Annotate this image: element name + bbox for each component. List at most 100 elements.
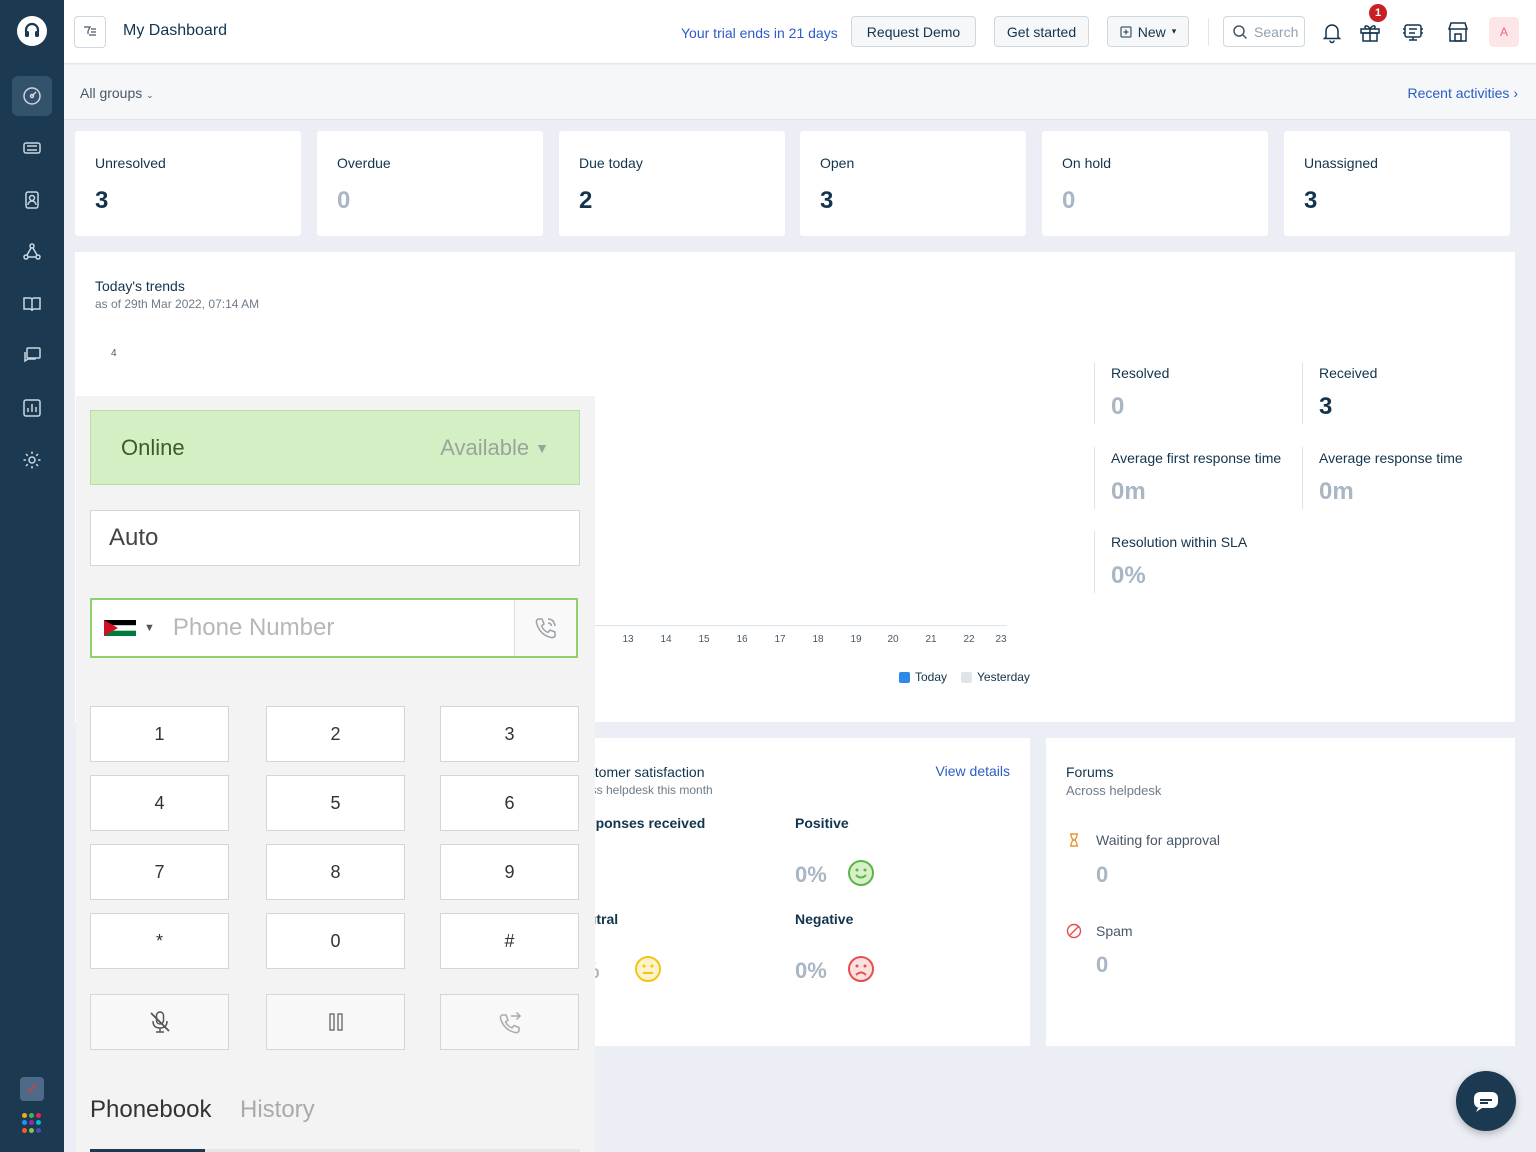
metric-label: Resolution within SLA	[1111, 534, 1248, 550]
call-button[interactable]	[514, 600, 576, 656]
mute-button[interactable]	[90, 994, 229, 1050]
dialpad-key-9[interactable]: 9	[440, 844, 579, 900]
dialpad-key-8[interactable]: 8	[266, 844, 405, 900]
caller-id-select[interactable]: Auto	[90, 510, 580, 566]
metric-resolved: Resolved 0	[1094, 362, 1169, 424]
chat-bubble-icon	[1474, 1092, 1498, 1112]
legend-today[interactable]: Today	[899, 670, 947, 684]
dialpad-key-3[interactable]: 3	[440, 706, 579, 762]
x-axis-tick: 20	[887, 634, 899, 645]
stat-label: Unresolved	[95, 155, 166, 171]
sidebar-item-dashboard[interactable]	[12, 76, 52, 116]
chat-widget-button[interactable]	[1456, 1071, 1516, 1131]
chat-bubbles-icon	[24, 347, 41, 363]
microphone-off-icon	[149, 1011, 170, 1033]
phone-number-field[interactable]: ▼ Phone Number	[90, 598, 578, 658]
sidebar-item-forums[interactable]	[12, 336, 52, 376]
sidebar-item-groups[interactable]	[12, 232, 52, 272]
dialpad-key-5[interactable]: 5	[266, 775, 405, 831]
tab-phonebook[interactable]: Phonebook	[90, 1096, 212, 1123]
chevron-right-icon: ›	[1513, 85, 1518, 101]
x-axis-tick: 23	[995, 634, 1007, 645]
satisfaction-title: ustomer satisfaction	[580, 764, 705, 780]
bar-chart-icon	[23, 399, 41, 417]
help-widget-button[interactable]	[1399, 18, 1427, 46]
marketplace-button[interactable]	[1444, 18, 1472, 46]
sidebar-item-contacts[interactable]	[12, 180, 52, 220]
x-axis-line	[595, 625, 1007, 626]
dialpad-key-hash[interactable]: #	[440, 913, 579, 969]
sidebar-item-knowledge-base[interactable]	[12, 284, 52, 324]
sidebar	[0, 0, 64, 1152]
avatar[interactable]: A	[1489, 17, 1519, 47]
responses-received-label: esponses received	[580, 815, 706, 831]
dashboard-gauge-icon	[23, 87, 41, 105]
sidebar-item-tickets[interactable]	[12, 128, 52, 168]
trial-notice-link[interactable]: Your trial ends in 21 days	[681, 25, 838, 41]
y-axis-tick: 4	[111, 348, 117, 359]
ticket-icon	[23, 142, 41, 154]
gear-icon	[23, 451, 41, 469]
phone-number-input[interactable]: Phone Number	[172, 614, 335, 641]
country-dropdown-caret-icon[interactable]: ▼	[144, 622, 155, 634]
stat-label: Overdue	[337, 155, 391, 171]
new-dropdown-button[interactable]: New ▾	[1107, 16, 1189, 47]
groups-dropdown[interactable]: All groups ⌄	[80, 85, 154, 101]
sad-face-icon	[848, 956, 874, 982]
x-axis-tick: 21	[925, 634, 937, 645]
jordan-flag-icon[interactable]	[104, 620, 136, 636]
legend-label: Today	[915, 670, 948, 684]
legend-yesterday[interactable]: Yesterday	[961, 670, 1030, 684]
book-icon	[23, 297, 41, 312]
metric-avg-response: Average response time 0m	[1302, 447, 1463, 509]
recent-activities-link[interactable]: Recent activities ›	[1408, 85, 1519, 101]
search-placeholder: Search	[1254, 23, 1299, 40]
x-axis-tick: 19	[850, 634, 862, 645]
recent-activities-label: Recent activities	[1407, 85, 1510, 101]
metric-avg-first-response: Average first response time 0m	[1094, 447, 1281, 509]
transfer-call-button[interactable]	[440, 994, 579, 1050]
view-details-link[interactable]: View details	[935, 763, 1010, 779]
search-button[interactable]: Search	[1223, 16, 1305, 47]
sidebar-item-settings[interactable]	[12, 440, 52, 480]
stat-card-unassigned[interactable]: Unassigned 3	[1284, 131, 1510, 236]
dialpad-key-6[interactable]: 6	[440, 775, 579, 831]
notifications-button[interactable]	[1318, 18, 1346, 46]
waiting-approval-label: Waiting for approval	[1096, 832, 1220, 848]
dialpad-key-4[interactable]: 4	[90, 775, 229, 831]
stat-value: 0	[337, 187, 351, 214]
tab-history[interactable]: History	[240, 1096, 315, 1123]
stat-card-unresolved[interactable]: Unresolved 3	[75, 131, 301, 236]
hold-button[interactable]	[266, 994, 405, 1050]
dialpad-key-7[interactable]: 7	[90, 844, 229, 900]
stat-card-open[interactable]: Open 3	[800, 131, 1026, 236]
x-axis-tick: 18	[812, 634, 824, 645]
agent-status-bar[interactable]: Online Available ▼	[90, 410, 580, 485]
phone-app-icon[interactable]	[20, 1077, 44, 1101]
sidebar-item-reports[interactable]	[12, 388, 52, 428]
legend-swatch	[899, 671, 910, 683]
get-started-button[interactable]: Get started	[994, 16, 1089, 47]
customer-satisfaction-panel: ustomer satisfaction ross helpdesk this …	[560, 738, 1030, 1046]
dialpad-key-1[interactable]: 1	[90, 706, 229, 762]
metric-value: 0	[1111, 393, 1125, 420]
negative-label: Negative	[795, 911, 854, 927]
tab-active-indicator	[90, 1149, 205, 1152]
stat-card-overdue[interactable]: Overdue 0	[317, 131, 543, 236]
call-transfer-icon	[499, 1011, 521, 1034]
dialpad-key-star[interactable]: *	[90, 913, 229, 969]
pause-icon	[328, 1013, 343, 1031]
apps-grid-icon[interactable]	[22, 1113, 42, 1133]
metric-resolution-sla: Resolution within SLA 0%	[1094, 531, 1247, 593]
request-demo-button[interactable]: Request Demo	[851, 16, 976, 47]
availability-dropdown[interactable]: Available ▼	[440, 435, 549, 461]
stat-card-due-today[interactable]: Due today 2	[559, 131, 785, 236]
dialpad-key-0[interactable]: 0	[266, 913, 405, 969]
freshdesk-logo-icon[interactable]	[17, 16, 47, 46]
filter-icon	[84, 26, 96, 36]
dialpad-key-2[interactable]: 2	[266, 706, 405, 762]
filter-toggle-button[interactable]	[74, 16, 106, 48]
whats-new-button[interactable]	[1356, 18, 1384, 46]
stat-card-on-hold[interactable]: On hold 0	[1042, 131, 1268, 236]
metric-label: Average response time	[1319, 450, 1463, 466]
